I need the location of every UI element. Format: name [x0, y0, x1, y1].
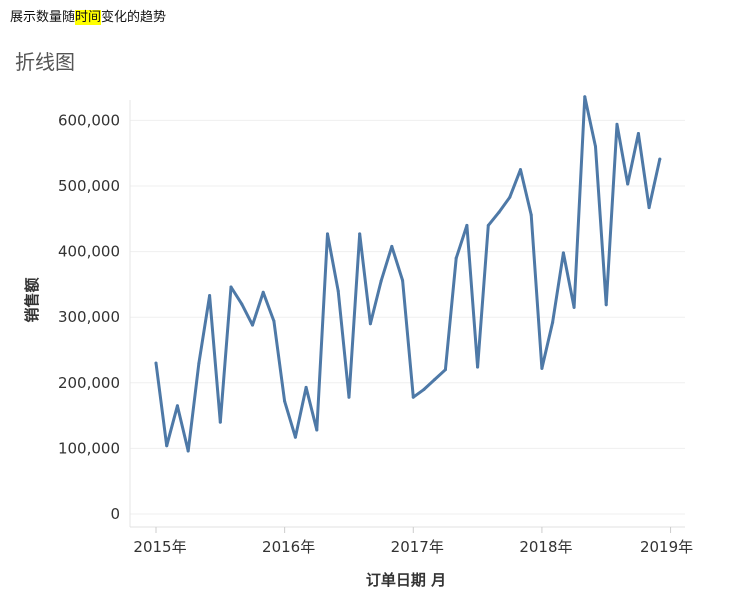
data-point — [497, 210, 501, 214]
data-point — [229, 285, 233, 289]
data-point — [401, 278, 405, 282]
data-point — [293, 435, 297, 439]
data-point — [390, 244, 394, 248]
chart-title: 折线图 — [15, 50, 75, 74]
x-axis-ticks: 2015年 2016年 2017年 2018年 2019年 — [130, 526, 693, 556]
data-point — [518, 168, 522, 172]
data-point — [486, 223, 490, 227]
data-point — [165, 444, 169, 448]
data-point — [572, 305, 576, 309]
x-tick-label: 2017年 — [391, 538, 444, 556]
data-point — [465, 223, 469, 227]
data-point — [529, 213, 533, 217]
data-point — [379, 279, 383, 283]
y-tick-label: 0 — [110, 505, 120, 523]
x-tick-label: 2015年 — [133, 538, 186, 556]
data-point — [261, 290, 265, 294]
data-point — [304, 385, 308, 389]
data-point — [347, 395, 351, 399]
x-axis-label: 订单日期 月 — [366, 571, 446, 589]
data-point — [208, 294, 212, 298]
data-point — [422, 387, 426, 391]
caption-suffix: 变化的趋势 — [101, 10, 167, 25]
data-point — [594, 145, 598, 149]
data-point — [283, 399, 287, 403]
data-point — [240, 302, 244, 306]
y-tick-label: 200,000 — [58, 374, 120, 392]
y-tick-label: 300,000 — [58, 308, 120, 326]
y-axis-ticks: 0 100,000 200,000 300,000 400,000 500,000 600,… — [58, 111, 120, 523]
data-point — [615, 122, 619, 126]
y-tick-label: 600,000 — [58, 111, 120, 129]
x-tick-label: 2016年 — [262, 538, 315, 556]
series-line — [154, 95, 662, 453]
data-point — [175, 404, 179, 408]
data-point — [561, 251, 565, 255]
data-point — [658, 157, 662, 161]
data-point — [540, 366, 544, 370]
data-point — [626, 182, 630, 186]
y-tick-label: 100,000 — [58, 439, 120, 457]
data-point — [636, 132, 640, 136]
y-axis-label: 销售额 — [23, 277, 41, 322]
data-point — [326, 232, 330, 236]
data-point — [604, 303, 608, 307]
data-point — [433, 378, 437, 382]
data-point — [358, 232, 362, 236]
data-point — [647, 206, 651, 210]
description-text: 展示数量随时间变化的趋势 — [10, 6, 166, 25]
data-point — [411, 395, 415, 399]
data-point — [336, 289, 340, 293]
data-point — [454, 256, 458, 260]
y-tick-label: 400,000 — [58, 243, 120, 261]
data-point — [443, 368, 447, 372]
x-tick-label: 2018年 — [519, 538, 572, 556]
caption-highlight: 时间 — [75, 10, 102, 25]
caption-prefix: 展示数量随 — [10, 10, 76, 25]
data-point — [197, 361, 201, 365]
data-point — [508, 195, 512, 199]
data-point — [250, 323, 254, 327]
data-point — [368, 322, 372, 326]
data-point — [272, 319, 276, 323]
data-point — [551, 320, 555, 324]
x-tick-label: 2019年 — [640, 538, 693, 556]
data-point — [315, 428, 319, 432]
data-point — [218, 420, 222, 424]
data-point — [583, 95, 587, 99]
y-tick-label: 500,000 — [58, 177, 120, 195]
data-point — [154, 361, 158, 365]
data-point — [476, 365, 480, 369]
grid-lines — [130, 119, 685, 515]
data-point — [186, 449, 190, 453]
